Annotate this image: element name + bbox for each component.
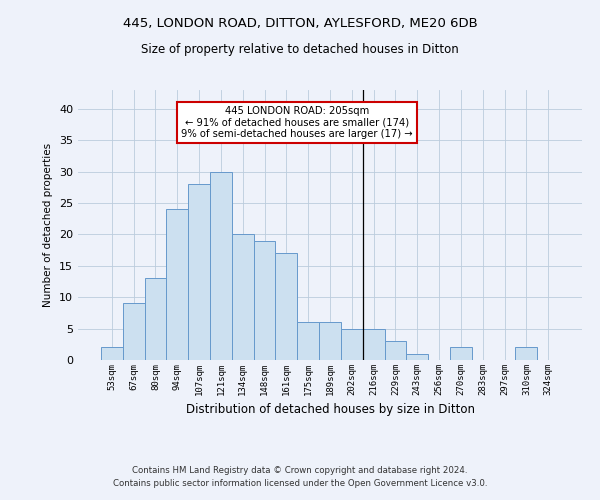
Bar (385, 341, 406, 360)
Y-axis label: Number of detached properties: Number of detached properties (43, 143, 53, 307)
Text: 445 LONDON ROAD: 205sqm
← 91% of detached houses are smaller (174)
9% of semi-de: 445 LONDON ROAD: 205sqm ← 91% of detache… (181, 106, 413, 139)
Bar (232, 234, 254, 360)
Bar (210, 172, 232, 360)
Bar (188, 184, 210, 360)
Text: Contains HM Land Registry data © Crown copyright and database right 2024.
Contai: Contains HM Land Registry data © Crown c… (113, 466, 487, 487)
Bar (406, 354, 428, 360)
Bar (319, 322, 341, 360)
Bar (363, 328, 385, 360)
Bar (297, 322, 319, 360)
Bar (515, 348, 537, 360)
Bar (450, 348, 472, 360)
Bar (123, 304, 145, 360)
Bar (275, 254, 297, 360)
Bar (254, 240, 275, 360)
Bar (166, 210, 188, 360)
X-axis label: Distribution of detached houses by size in Ditton: Distribution of detached houses by size … (185, 404, 475, 416)
Bar (341, 328, 363, 360)
Bar (145, 278, 166, 360)
Text: Size of property relative to detached houses in Ditton: Size of property relative to detached ho… (141, 42, 459, 56)
Bar (101, 348, 123, 360)
Text: 445, LONDON ROAD, DITTON, AYLESFORD, ME20 6DB: 445, LONDON ROAD, DITTON, AYLESFORD, ME2… (122, 18, 478, 30)
